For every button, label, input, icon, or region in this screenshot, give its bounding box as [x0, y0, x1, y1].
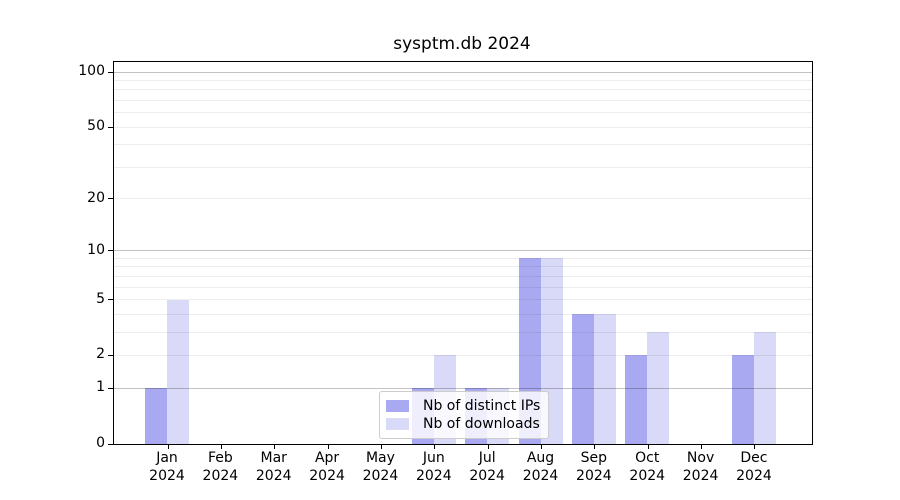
- minor-gridline: [114, 79, 812, 81]
- bar-nb-of-distinct-ips-jan: [145, 388, 167, 444]
- x-tick-label-oct: Oct 2024: [629, 450, 666, 484]
- y-tick-label-1: 1: [96, 379, 105, 396]
- minor-gridline: [114, 286, 812, 288]
- x-tick-label-jul: Jul 2024: [469, 450, 505, 484]
- bar-nb-of-downloads-jan: [167, 299, 189, 444]
- minor-gridline: [114, 166, 812, 168]
- legend-label: Nb of distinct IPs: [423, 398, 541, 414]
- major-gridline: [114, 71, 812, 73]
- y-tick-label-50: 50: [87, 118, 105, 135]
- x-tick-label-aug: Aug 2024: [522, 450, 559, 484]
- major-gridline: [114, 387, 812, 389]
- legend-row: Nb of distinct IPs: [386, 398, 540, 414]
- x-tick-mark: [274, 445, 276, 449]
- bar-nb-of-downloads-sep: [593, 314, 616, 444]
- chart-title: sysptm.db 2024: [393, 34, 531, 54]
- y-tick-mark: [108, 443, 113, 445]
- legend-label: Nb of downloads: [423, 416, 540, 432]
- plot-area: [108, 61, 813, 449]
- y-tick-label-100: 100: [78, 63, 105, 79]
- x-tick-label-mar: Mar 2024: [255, 450, 292, 484]
- bar-nb-of-distinct-ips-dec: [731, 355, 754, 444]
- x-tick-mark: [754, 445, 756, 449]
- x-tick-mark: [327, 445, 329, 449]
- minor-gridline: [114, 112, 812, 114]
- bar-nb-of-downloads-dec: [753, 332, 776, 444]
- legend-swatch-icon: [386, 418, 409, 430]
- x-tick-mark: [701, 445, 703, 449]
- y-tick-mark: [108, 126, 113, 128]
- x-tick-mark: [541, 445, 543, 449]
- y-tick-label-2: 2: [96, 346, 105, 363]
- minor-gridline: [114, 354, 812, 356]
- x-tick-mark: [434, 445, 436, 449]
- x-tick-mark: [167, 445, 169, 449]
- legend-row: Nb of downloads: [386, 416, 540, 432]
- x-tick-label-may: May 2024: [362, 450, 399, 484]
- bar-nb-of-distinct-ips-oct: [625, 355, 648, 444]
- bar-nb-of-distinct-ips-sep: [571, 314, 594, 444]
- y-tick-label-5: 5: [96, 290, 105, 307]
- y-tick-mark: [108, 198, 113, 200]
- x-tick-label-sep: Sep 2024: [576, 450, 612, 484]
- major-gridline: [114, 250, 812, 252]
- x-tick-mark: [380, 445, 382, 449]
- x-tick-mark: [594, 445, 596, 449]
- minor-gridline: [114, 89, 812, 91]
- y-tick-mark: [108, 299, 113, 301]
- x-tick-label-jun: Jun 2024: [415, 450, 452, 484]
- y-tick-label-20: 20: [87, 189, 105, 206]
- x-tick-label-feb: Feb 2024: [202, 450, 239, 484]
- x-tick-mark: [220, 445, 222, 449]
- minor-gridline: [114, 275, 812, 277]
- minor-gridline: [114, 266, 812, 268]
- y-tick-mark: [108, 250, 113, 252]
- minor-gridline: [114, 313, 812, 315]
- x-tick-label-jan: Jan 2024: [149, 450, 185, 484]
- minor-gridline: [114, 257, 812, 259]
- y-tick-label-0: 0: [96, 435, 105, 451]
- y-tick-label-10: 10: [87, 241, 105, 258]
- minor-gridline: [114, 144, 812, 146]
- bar-nb-of-downloads-oct: [647, 332, 670, 444]
- x-tick-label-nov: Nov 2024: [682, 450, 719, 484]
- minor-gridline: [114, 99, 812, 101]
- y-tick-mark: [108, 71, 113, 73]
- y-tick-mark: [108, 354, 113, 356]
- x-tick-mark: [647, 445, 649, 449]
- x-tick-label-apr: Apr 2024: [309, 450, 345, 484]
- y-tick-mark: [108, 387, 113, 389]
- minor-gridline: [114, 198, 812, 200]
- legend-swatch-icon: [386, 400, 409, 412]
- minor-gridline: [114, 331, 812, 333]
- x-tick-label-dec: Dec 2024: [736, 450, 772, 484]
- minor-gridline: [114, 126, 812, 128]
- chart-legend: Nb of distinct IPs Nb of downloads: [379, 391, 549, 439]
- minor-gridline: [114, 299, 812, 301]
- x-tick-mark: [487, 445, 489, 449]
